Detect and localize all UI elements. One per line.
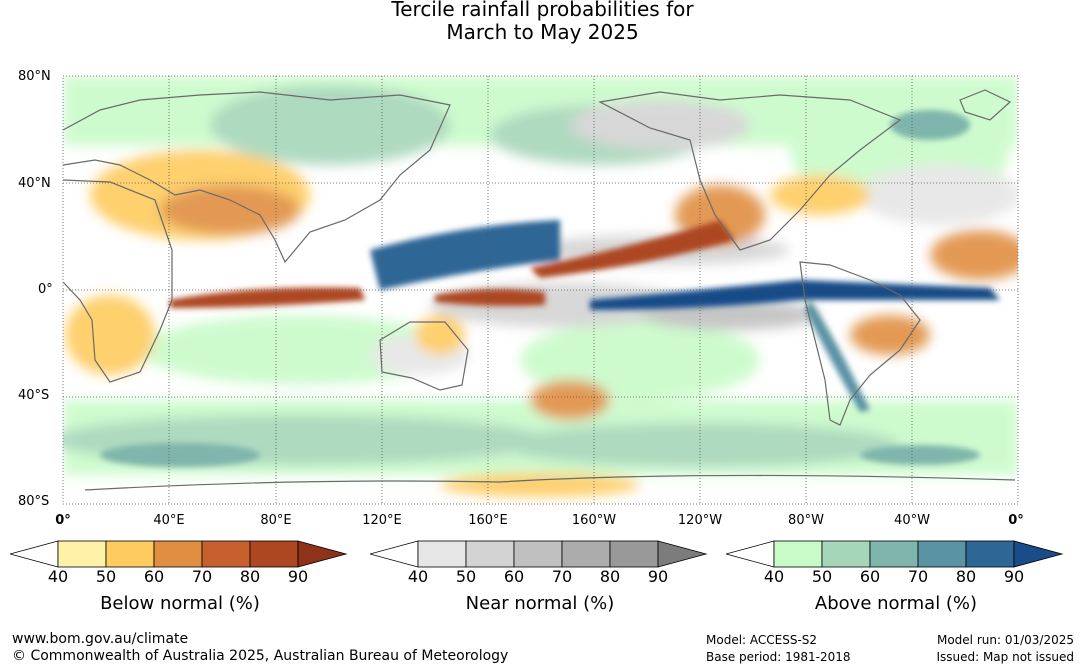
colorbar-under-triangle [10, 541, 58, 567]
colorbar-segment [58, 541, 106, 567]
rainfall-probability-map [0, 0, 1085, 520]
colorbar-segment [966, 541, 1014, 567]
colorbar-segment [562, 541, 610, 567]
colorbar-segment [106, 541, 154, 567]
colorbar-under-triangle [370, 541, 418, 567]
colorbar-tick-label: 80 [956, 567, 976, 586]
colorbar-segment [466, 541, 514, 567]
colorbar-segment [610, 541, 658, 567]
colorbar-segment [514, 541, 562, 567]
colorbar-over-triangle [1014, 541, 1062, 567]
colorbar-tick-label: 80 [600, 567, 620, 586]
colorbar-tick-label: 70 [192, 567, 212, 586]
colorbar-tick-label: 60 [144, 567, 164, 586]
colorbar-tick-label: 60 [860, 567, 880, 586]
footer-copyright: © Commonwealth of Australia 2025, Austra… [12, 648, 508, 664]
lon-label-120w: 120°W [678, 513, 722, 528]
lon-label-80e: 80°E [260, 513, 291, 528]
colorbar-segment [822, 541, 870, 567]
lon-label-40w: 40°W [894, 513, 930, 528]
colorbar-tick-label: 40 [408, 567, 428, 586]
footer-issued: Issued: Map not issued [936, 650, 1074, 664]
colorbar-tick-label: 60 [504, 567, 524, 586]
lon-label-160e: 160°E [468, 513, 508, 528]
colorbar-segment [870, 541, 918, 567]
lon-label-40e: 40°E [153, 513, 184, 528]
colorbar-tick-label: 50 [96, 567, 116, 586]
colorbar-tick-label: 40 [764, 567, 784, 586]
colorbar-under-triangle [726, 541, 774, 567]
colorbar-segment [774, 541, 822, 567]
colorbar-tick-label: 90 [1004, 567, 1024, 586]
colorbar-tick-label: 70 [908, 567, 928, 586]
lon-label-0: 0° [55, 513, 71, 528]
colorbar-near-title: Near normal (%) [370, 593, 710, 614]
colorbar-above-normal [726, 540, 1066, 570]
colorbar-near-normal [370, 540, 710, 570]
lon-label-120e: 120°E [362, 513, 402, 528]
colorbar-segment [418, 541, 466, 567]
colorbar-below-title: Below normal (%) [10, 593, 350, 614]
lat-label-80n: 80°N [18, 69, 51, 84]
colorbar-tick-label: 80 [240, 567, 260, 586]
colorbar-tick-label: 70 [552, 567, 572, 586]
footer-model-run: Model run: 01/03/2025 [937, 633, 1074, 647]
colorbar-tick-label: 40 [48, 567, 68, 586]
colorbar-over-triangle [298, 541, 346, 567]
footer-model: Model: ACCESS-S2 [706, 633, 817, 647]
lon-label-80w: 80°W [788, 513, 824, 528]
lat-label-equator: 0° [38, 282, 53, 297]
colorbar-below-normal [10, 540, 350, 570]
footer-base-period: Base period: 1981-2018 [706, 650, 851, 664]
lon-label-160w: 160°W [572, 513, 616, 528]
colorbar-segment [918, 541, 966, 567]
colorbar-tick-label: 50 [812, 567, 832, 586]
lat-label-40n: 40°N [18, 176, 51, 191]
colorbar-segment [202, 541, 250, 567]
colorbar-tick-label: 90 [648, 567, 668, 586]
colorbar-segment [154, 541, 202, 567]
lat-label-80s: 80°S [18, 494, 49, 509]
lat-label-40s: 40°S [18, 388, 49, 403]
colorbar-tick-label: 90 [288, 567, 308, 586]
lon-label-0-east: 0° [1008, 513, 1024, 528]
colorbar-over-triangle [658, 541, 706, 567]
footer-url: www.bom.gov.au/climate [12, 631, 188, 647]
colorbar-segment [250, 541, 298, 567]
colorbar-tick-label: 50 [456, 567, 476, 586]
colorbar-above-title: Above normal (%) [726, 593, 1066, 614]
